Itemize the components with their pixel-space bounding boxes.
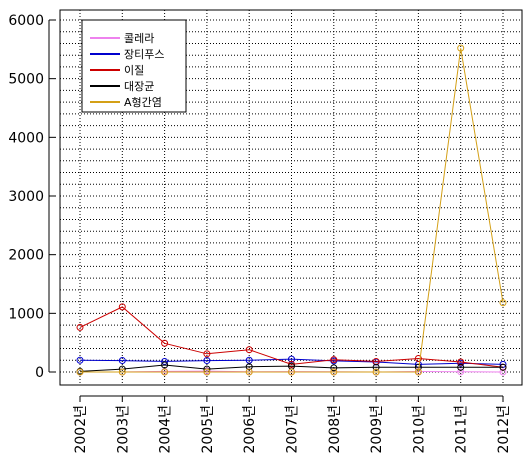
data-point	[76, 356, 84, 364]
y-axis: 0 1000 2000 3000 4000 5000 6000	[8, 13, 56, 381]
x-tick-label: 2005년	[200, 405, 216, 454]
x-tick-label: 2009년	[369, 405, 385, 454]
data-point	[499, 299, 507, 307]
data-point	[499, 368, 507, 376]
data-point	[330, 364, 338, 372]
series-line	[79, 364, 503, 372]
y-tick-label: 2000	[8, 248, 44, 264]
series-line	[80, 48, 504, 373]
data-point	[245, 346, 253, 354]
data-point	[118, 357, 126, 365]
y-tick-label: 1000	[8, 306, 44, 322]
data-point	[161, 361, 169, 369]
data-point	[161, 368, 169, 376]
data-point	[372, 368, 380, 376]
data-point	[457, 368, 465, 376]
data-point	[457, 363, 465, 371]
data-point	[499, 363, 507, 371]
series-group	[76, 44, 507, 376]
data-point	[457, 358, 465, 366]
data-point	[414, 368, 422, 376]
data-point	[203, 368, 211, 376]
y-tick-label: 6000	[8, 13, 44, 29]
x-tick-label: 2012년	[496, 405, 512, 454]
legend-label: A형간염	[124, 96, 162, 109]
data-point	[203, 350, 211, 358]
data-point	[330, 356, 338, 364]
y-tick-label: 0	[35, 365, 44, 381]
legend-label: 대장균	[124, 80, 154, 93]
x-tick-label: 2010년	[411, 405, 427, 454]
data-point	[372, 363, 380, 371]
legend-label: 장티푸스	[124, 48, 164, 61]
data-point	[118, 303, 126, 311]
legend-label: 이질	[124, 64, 144, 77]
data-point	[288, 368, 295, 376]
x-tick-label: 2011년	[454, 405, 470, 454]
y-tick-label: 4000	[8, 130, 44, 146]
data-point	[414, 355, 422, 363]
data-point	[330, 368, 338, 376]
x-tick-label: 2006년	[242, 405, 258, 454]
x-tick-label: 2004년	[158, 405, 174, 454]
x-tick-label: 2008년	[327, 405, 343, 454]
data-point	[118, 368, 126, 376]
x-tick-label: 2007년	[285, 405, 301, 454]
x-axis: 2002년 2003년 2004년 2005년 2006년 2007년 2008년 2009년…	[73, 395, 512, 454]
data-point	[457, 44, 465, 52]
y-tick-label: 3000	[8, 189, 44, 205]
plot-frame	[59, 9, 523, 386]
legend-box	[81, 19, 187, 113]
data-point	[76, 323, 84, 331]
data-point	[161, 357, 169, 365]
data-point	[245, 368, 253, 376]
y-tick-label: 5000	[8, 72, 44, 88]
series-line	[79, 306, 504, 368]
data-point	[76, 368, 84, 376]
data-point	[203, 357, 211, 365]
x-tick-label: 2003년	[115, 405, 131, 454]
series-line	[79, 358, 504, 365]
legend-label: 콜레라	[124, 32, 154, 45]
data-point	[161, 339, 169, 347]
grid-lines	[60, 10, 522, 385]
data-point	[288, 355, 295, 363]
x-tick-label: 2002년	[73, 405, 89, 454]
data-point	[245, 363, 253, 371]
